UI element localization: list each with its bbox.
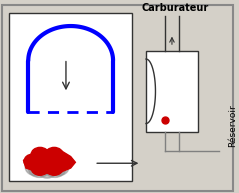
Circle shape [45,147,63,162]
Circle shape [37,156,58,173]
Circle shape [25,158,46,176]
Circle shape [44,157,66,174]
Text: Carburateur: Carburateur [141,3,209,13]
Circle shape [44,160,66,177]
Polygon shape [24,149,75,174]
Bar [9,13,132,181]
Text: Réservoir: Réservoir [228,104,238,147]
Circle shape [37,161,58,178]
Circle shape [28,157,50,174]
Circle shape [52,154,70,169]
Bar [146,51,198,132]
Circle shape [31,161,49,175]
Circle shape [48,158,69,176]
Circle shape [28,160,50,177]
Circle shape [31,147,49,162]
Circle shape [24,154,42,169]
Circle shape [45,161,63,175]
